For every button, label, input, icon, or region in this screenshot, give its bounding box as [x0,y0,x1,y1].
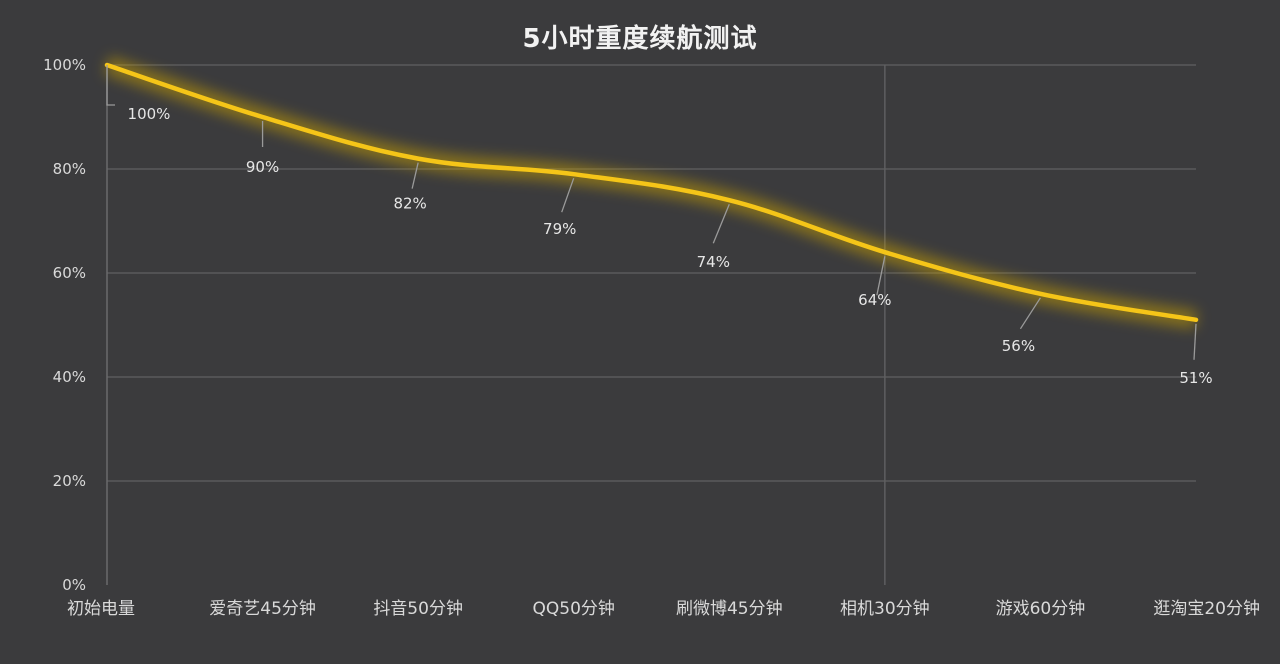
x-tick-label: 刷微博45分钟 [676,599,783,619]
series-line [104,56,1199,329]
y-tick-label: 80% [53,160,86,178]
leader-line [1019,297,1041,330]
leader-line [876,256,886,296]
data-label: 82% [393,195,426,213]
data-label: 79% [543,220,576,238]
x-tick-label: 爱奇艺45分钟 [209,599,316,619]
series-glow [104,56,1198,329]
data-label: 56% [1002,337,1035,355]
data-label: 74% [697,253,730,271]
y-tick-label: 100% [43,56,86,74]
leader-line [712,203,730,244]
chart-title: 5小时重度续航测试 [522,24,758,54]
x-tick-label: 游戏60分钟 [996,599,1086,619]
data-label: 64% [858,291,891,309]
x-tick-label: 初始电量 [67,599,135,619]
y-tick-label: 0% [62,576,86,594]
x-tick-label: 抖音50分钟 [373,599,463,619]
data-labels: 100% 90% 82% 79% 74% 64% 56% 51% [106,65,1213,387]
leader-line [411,162,419,189]
y-tick-label: 60% [53,264,86,282]
data-label: 100% [128,105,171,123]
leader-line [106,65,115,106]
x-tick-label: QQ50分钟 [533,599,615,619]
gridlines [106,64,1196,585]
x-axis: 初始电量 爱奇艺45分钟 抖音50分钟 QQ50分钟 刷微博45分钟 相机30分钟 游戏60… [67,599,1260,619]
x-tick-label: 相机30分钟 [840,599,930,619]
y-tick-label: 40% [53,368,86,386]
y-tick-label: 20% [53,472,86,490]
x-tick-label: 逛淘宝20分钟 [1153,599,1260,619]
y-axis: 0% 20% 40% 60% 80% 100% [43,56,86,594]
leader-line [1193,323,1197,360]
data-label: 90% [246,158,279,176]
leader-line [561,177,575,213]
battery-line [104,62,1199,323]
data-label: 51% [1179,369,1212,387]
